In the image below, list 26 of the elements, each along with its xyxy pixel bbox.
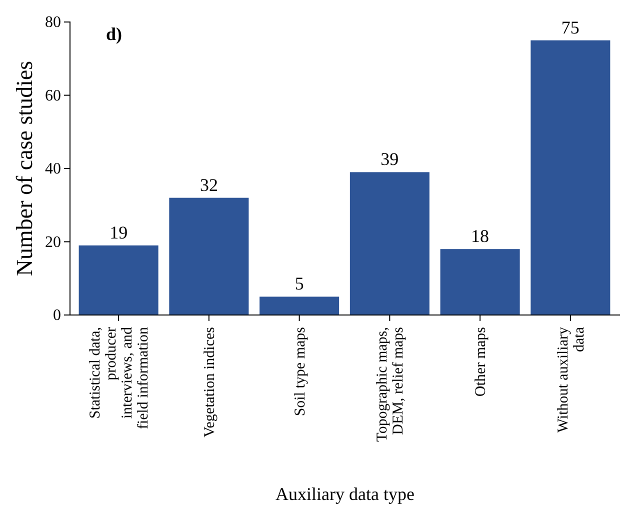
y-tick-label: 0 [53, 307, 61, 324]
data-label: 75 [561, 17, 580, 38]
bar [78, 245, 158, 315]
x-tick-label: Vegetation indices [202, 326, 218, 438]
bar [530, 40, 610, 315]
data-label: 39 [380, 149, 399, 170]
annotation: d) [106, 24, 122, 44]
bar [260, 296, 340, 315]
data-label: 5 [294, 274, 304, 294]
y-tick-label: 60 [45, 87, 61, 104]
x-tick-label: Statistical data, producer interviews, and field information [88, 326, 152, 430]
bar [440, 249, 520, 315]
bar [169, 198, 249, 315]
data-label: 18 [471, 226, 490, 246]
y-tick-label: 40 [45, 160, 61, 178]
x-tick-label: Other maps [473, 326, 490, 397]
x-tick-label: Soil type maps [292, 326, 308, 416]
x-tick-label: Without auxiliary data [555, 326, 588, 433]
y-tick-label: 80 [45, 14, 61, 32]
y-tick-label: 20 [45, 234, 61, 251]
bar [350, 172, 430, 315]
x-axis-title: Auxiliary data type [276, 484, 414, 504]
data-label: 19 [110, 222, 128, 242]
y-axis-title: Number of case studies [12, 60, 37, 276]
x-tick-label: Topographic maps, DEM, relief maps [374, 326, 407, 442]
data-label: 32 [200, 174, 218, 195]
